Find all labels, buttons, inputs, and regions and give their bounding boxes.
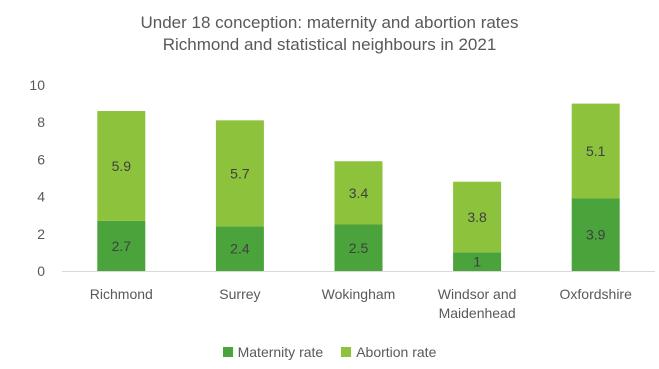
- y-axis: 0 2 4 6 8 10: [29, 77, 45, 279]
- chart-title-block: Under 18 conception: maternity and abort…: [0, 12, 659, 56]
- x-category-label: Windsor and Maidenhead: [438, 286, 517, 321]
- x-category-label: Wokingham: [322, 286, 396, 302]
- legend-swatch-abortion: [341, 347, 352, 357]
- data-label-abortion-rate: 3.8: [467, 209, 487, 225]
- legend-label-abortion: Abortion rate: [356, 344, 437, 360]
- data-label-maternity-rate: 2.5: [349, 240, 369, 256]
- y-tick-label: 2: [37, 226, 45, 242]
- bar-abortion-rate: [215, 120, 264, 227]
- bar-maternity-rate: [97, 220, 146, 271]
- legend-swatch-maternity: [222, 347, 233, 357]
- x-category-label: Surrey: [219, 286, 260, 302]
- y-tick-label: 0: [37, 263, 45, 279]
- data-label-abortion-rate: 5.7: [230, 165, 250, 181]
- bar-maternity-rate: [334, 224, 383, 271]
- bar-abortion-rate: [571, 103, 620, 199]
- y-tick-label: 8: [37, 114, 45, 130]
- bar-abortion-rate: [453, 181, 502, 253]
- data-label-maternity-rate: 1: [473, 254, 481, 270]
- x-category-label: Richmond: [90, 286, 153, 302]
- data-label-abortion-rate: 5.9: [112, 158, 132, 174]
- x-axis: Richmond Surrey Wokingham Windsor and Maiden…: [62, 271, 655, 321]
- data-label-abortion-rate: 3.4: [349, 185, 369, 201]
- bar-maternity-rate: [215, 226, 264, 271]
- chart-title: Under 18 conception: maternity and abort…: [140, 13, 519, 32]
- chart-legend: Maternity rate Abortion rate: [0, 344, 659, 360]
- bar-abortion-rate: [97, 111, 146, 221]
- bar-series-group: [97, 103, 620, 271]
- chart-subtitle: Richmond and statistical neighbours in 2…: [162, 35, 497, 54]
- data-label-group: 2.7 5.9 2.4 5.7 2.5 3.4 1 3.8 3.9 5.1: [112, 143, 606, 270]
- x-category-label: Oxfordshire: [560, 286, 633, 302]
- bar-abortion-rate: [334, 161, 383, 225]
- legend-item-maternity: Maternity rate: [222, 344, 324, 360]
- data-label-maternity-rate: 2.7: [112, 238, 132, 254]
- legend-item-abortion: Abortion rate: [341, 344, 436, 360]
- y-tick-label: 4: [37, 189, 45, 205]
- legend-label-maternity: Maternity rate: [237, 344, 324, 360]
- data-label-maternity-rate: 2.4: [230, 241, 250, 257]
- data-label-maternity-rate: 3.9: [586, 227, 606, 243]
- data-label-abortion-rate: 5.1: [586, 143, 606, 159]
- y-tick-label: 10: [29, 77, 45, 93]
- y-tick-label: 6: [37, 151, 45, 167]
- bar-maternity-rate: [571, 198, 620, 271]
- bar-maternity-rate: [453, 252, 502, 271]
